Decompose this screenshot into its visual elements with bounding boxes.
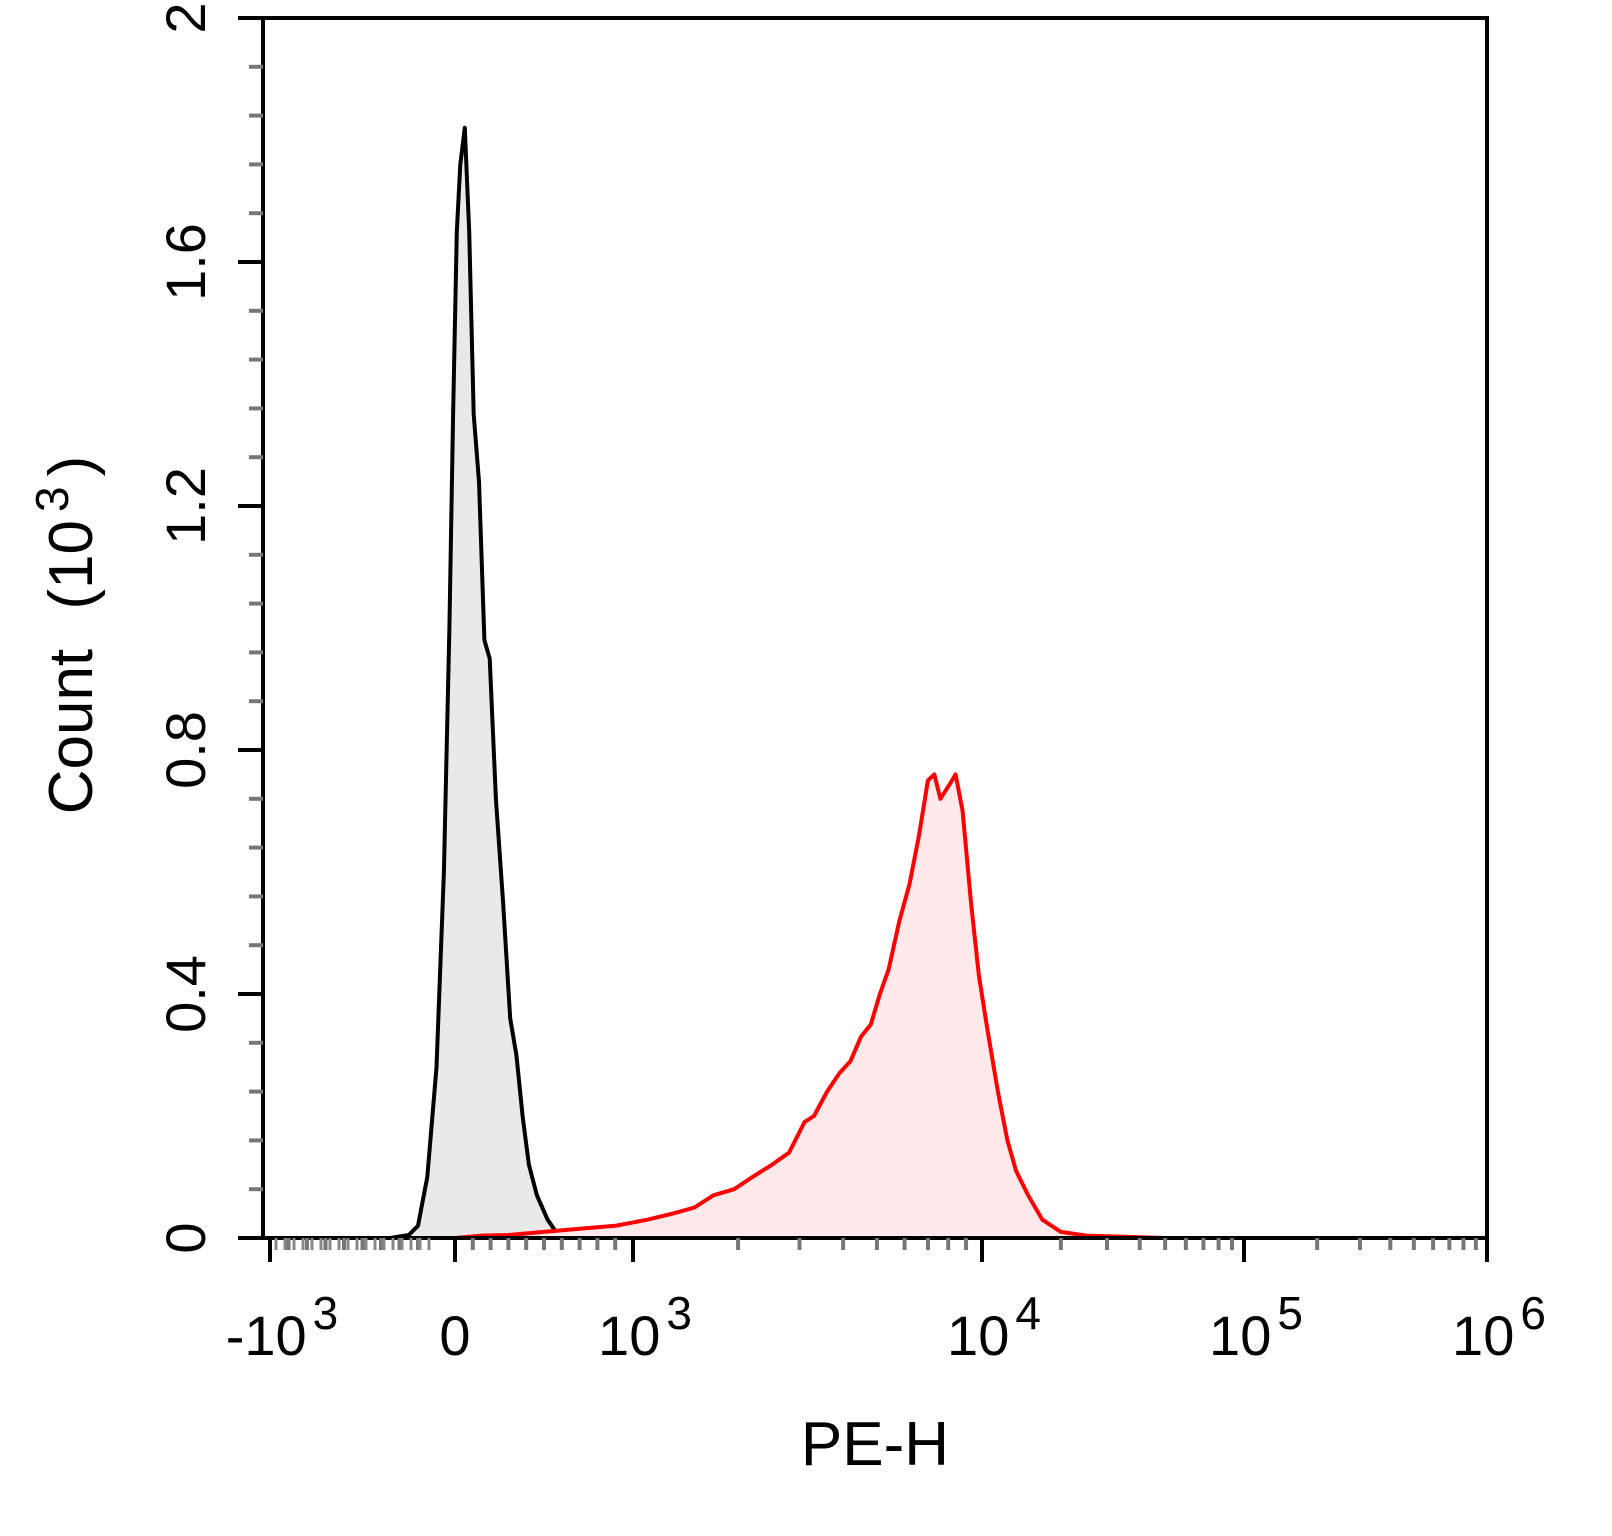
labels-layer: 00.40.81.21.62-10 3 0 10 3 10 4 10 5 10 6 (154, 2, 1546, 1367)
control-line (389, 125, 567, 1240)
y-tick-label: 2 (154, 2, 217, 33)
y-axis-title-unit-base: 10 (37, 520, 106, 589)
y-tick-label-group: 1.6 (154, 223, 217, 301)
y-tick-label-group: 0.4 (154, 955, 217, 1033)
x-tick-label-exp: 4 (1015, 1287, 1041, 1339)
x-tick-label: 10 3 (598, 1287, 692, 1367)
x-tick-label-exp: 5 (1277, 1287, 1303, 1339)
x-tick-label: 10 4 (947, 1287, 1041, 1367)
x-tick-label: -10 3 (226, 1287, 339, 1367)
x-tick-label: 10 5 (1209, 1287, 1303, 1367)
x-tick-label-base: 10 (1452, 1304, 1514, 1367)
y-axis-title-unit-close: ) (37, 456, 106, 477)
y-tick-label: 0.4 (154, 955, 217, 1033)
x-tick-label-exp: 3 (666, 1287, 692, 1339)
control-area (390, 127, 566, 1238)
y-tick-label-group: 0 (154, 1222, 217, 1253)
y-axis-title-group: Count (10 3) (26, 456, 106, 815)
ticks-layer (238, 16, 1489, 1262)
x-tick-label: 10 6 (1452, 1287, 1546, 1367)
y-tick-label: 0.8 (154, 711, 217, 789)
y-axis-title-text: Count (37, 649, 106, 814)
y-tick-label-group: 0.8 (154, 711, 217, 789)
y-tick-label-group: 2 (154, 2, 217, 33)
y-tick-label: 0 (154, 1222, 217, 1253)
x-tick-label-base: -10 (226, 1304, 307, 1367)
series-layer (389, 125, 1166, 1240)
x-tick-label-exp: 6 (1520, 1287, 1546, 1339)
x-tick-label-base: 10 (598, 1304, 660, 1367)
x-tick-label-exp: 3 (313, 1287, 339, 1339)
x-tick-label: 0 (439, 1304, 470, 1367)
sample-area (455, 774, 1166, 1238)
y-axis-title: Count (10 3) (26, 456, 106, 815)
y-axis-title-unit-open: ( (37, 589, 106, 610)
x-tick-label-base: 10 (947, 1304, 1009, 1367)
sample-line (454, 772, 1166, 1240)
y-axis-title-unit-exp: 3 (26, 486, 78, 512)
x-tick-label-base: 0 (439, 1304, 470, 1367)
y-tick-label-group: 1.2 (154, 467, 217, 545)
x-axis-title: PE-H (801, 1410, 949, 1479)
y-tick-label: 1.2 (154, 467, 217, 545)
y-tick-label: 1.6 (154, 223, 217, 301)
x-tick-label-base: 10 (1209, 1304, 1271, 1367)
